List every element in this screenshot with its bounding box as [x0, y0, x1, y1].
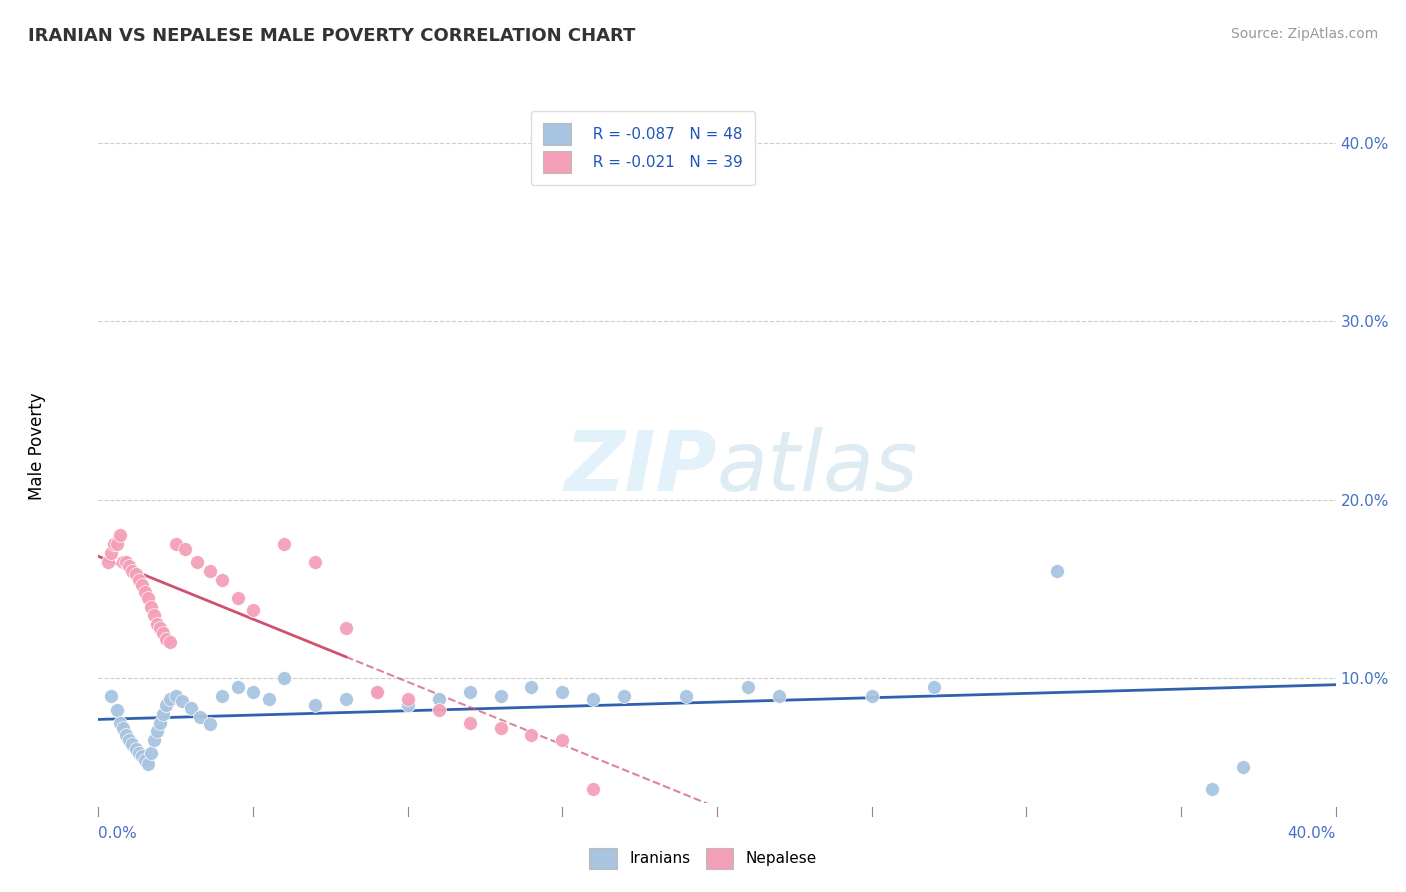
Point: [737, 680, 759, 694]
Legend: Iranians, Nepalese: Iranians, Nepalese: [583, 841, 823, 875]
Text: atlas: atlas: [717, 427, 918, 508]
Point: [335, 621, 357, 635]
Point: [134, 585, 156, 599]
Point: [226, 680, 249, 694]
Point: [582, 781, 605, 796]
Point: [1201, 781, 1223, 796]
Point: [165, 537, 187, 551]
Point: [190, 710, 212, 724]
Point: [108, 528, 131, 542]
Point: [131, 578, 153, 592]
Point: [159, 635, 181, 649]
Point: [124, 567, 146, 582]
Point: [170, 694, 193, 708]
Point: [613, 689, 636, 703]
Point: [100, 689, 122, 703]
Point: [768, 689, 790, 703]
Text: 40.0%: 40.0%: [1288, 827, 1336, 841]
Point: [146, 724, 169, 739]
Point: [860, 689, 883, 703]
Point: [152, 626, 174, 640]
Point: [396, 698, 419, 712]
Point: [211, 573, 233, 587]
Point: [922, 680, 945, 694]
Point: [675, 689, 697, 703]
Point: [134, 753, 156, 767]
Point: [257, 692, 280, 706]
Point: [551, 685, 574, 699]
Point: [136, 756, 159, 771]
Point: [100, 546, 122, 560]
Point: [198, 717, 221, 731]
Point: [304, 698, 326, 712]
Text: IRANIAN VS NEPALESE MALE POVERTY CORRELATION CHART: IRANIAN VS NEPALESE MALE POVERTY CORRELA…: [28, 27, 636, 45]
Point: [458, 715, 481, 730]
Point: [131, 749, 153, 764]
Point: [118, 558, 141, 573]
Point: [165, 689, 187, 703]
Point: [520, 680, 543, 694]
Point: [121, 564, 143, 578]
Point: [458, 685, 481, 699]
Point: [103, 537, 125, 551]
Text: ZIP: ZIP: [564, 427, 717, 508]
Point: [124, 742, 146, 756]
Point: [128, 573, 150, 587]
Point: [551, 733, 574, 747]
Point: [489, 721, 512, 735]
Point: [139, 599, 162, 614]
Point: [112, 555, 135, 569]
Point: [1046, 564, 1069, 578]
Point: [115, 555, 138, 569]
Point: [366, 685, 388, 699]
Point: [198, 564, 221, 578]
Point: [152, 706, 174, 721]
Point: [211, 689, 233, 703]
Text: Male Poverty: Male Poverty: [28, 392, 45, 500]
Point: [155, 632, 177, 646]
Point: [149, 715, 172, 730]
Point: [242, 603, 264, 617]
Text: Source: ZipAtlas.com: Source: ZipAtlas.com: [1230, 27, 1378, 41]
Text: 0.0%: 0.0%: [98, 827, 138, 841]
Point: [186, 555, 208, 569]
Point: [273, 671, 295, 685]
Point: [366, 685, 388, 699]
Point: [427, 703, 450, 717]
Point: [174, 542, 197, 557]
Point: [143, 608, 166, 623]
Point: [226, 591, 249, 605]
Point: [136, 591, 159, 605]
Point: [143, 733, 166, 747]
Point: [180, 701, 202, 715]
Point: [427, 692, 450, 706]
Point: [242, 685, 264, 699]
Legend:   R = -0.087   N = 48,   R = -0.021   N = 39: R = -0.087 N = 48, R = -0.021 N = 39: [531, 112, 755, 185]
Point: [105, 703, 128, 717]
Point: [121, 737, 143, 751]
Point: [146, 617, 169, 632]
Point: [139, 746, 162, 760]
Point: [112, 721, 135, 735]
Point: [520, 728, 543, 742]
Point: [115, 728, 138, 742]
Point: [335, 692, 357, 706]
Point: [149, 621, 172, 635]
Point: [304, 555, 326, 569]
Point: [159, 692, 181, 706]
Point: [128, 746, 150, 760]
Point: [582, 692, 605, 706]
Point: [108, 715, 131, 730]
Point: [97, 555, 120, 569]
Point: [273, 537, 295, 551]
Point: [155, 698, 177, 712]
Point: [118, 733, 141, 747]
Point: [105, 537, 128, 551]
Point: [396, 692, 419, 706]
Point: [489, 689, 512, 703]
Point: [1232, 760, 1254, 774]
